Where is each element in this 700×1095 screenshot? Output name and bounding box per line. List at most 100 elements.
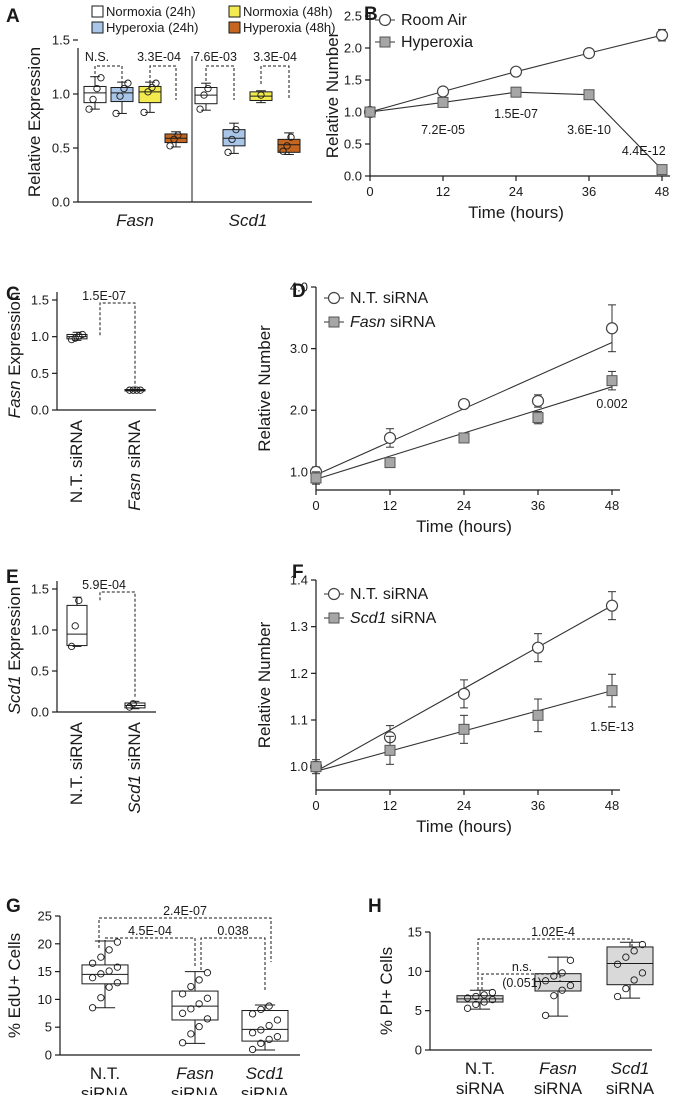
data-point xyxy=(170,135,178,144)
p-value-label: N.S. xyxy=(85,50,109,64)
marker-circle xyxy=(327,587,341,601)
marker-square xyxy=(458,723,470,735)
x-category-label: siRNA xyxy=(456,1079,505,1095)
y-tick-label: 25 xyxy=(38,909,52,924)
data-point xyxy=(78,330,87,339)
data-point xyxy=(105,946,113,954)
y-tick-label: 2.0 xyxy=(290,403,308,418)
legend-label: Normoxia (24h) xyxy=(106,4,196,19)
panel-label: B xyxy=(364,4,378,25)
data-point xyxy=(273,1016,282,1024)
legend-label: Fasn siRNA xyxy=(350,314,436,331)
significance-bracket: 5.9E-04 xyxy=(82,578,136,699)
marker-square xyxy=(510,86,522,98)
data-point xyxy=(287,133,295,141)
marker-square xyxy=(384,744,396,756)
data-point xyxy=(638,969,647,977)
box-fasn-3 xyxy=(164,131,188,150)
box-fasn-2 xyxy=(138,79,162,117)
y-tick-label: 0.5 xyxy=(344,137,362,152)
data-point xyxy=(257,1039,265,1047)
data-point xyxy=(97,970,105,978)
y-tick-label: 1.5 xyxy=(344,73,362,88)
y-tick-label: 0.0 xyxy=(52,195,70,210)
data-point xyxy=(140,108,148,117)
box-iqr xyxy=(606,946,654,986)
data-point xyxy=(88,1004,97,1012)
box-scd1-0 xyxy=(194,82,218,113)
group-label: Fasn xyxy=(116,211,154,230)
marker-square xyxy=(606,685,618,697)
box-scd1-1 xyxy=(222,122,246,156)
x-tick-label: 24 xyxy=(457,498,471,513)
data-point xyxy=(178,1009,187,1017)
x-category-label: N.T. siRNA xyxy=(67,419,86,503)
y-tick-label: 1.2 xyxy=(290,666,308,681)
series-treated xyxy=(310,370,618,485)
legend-label: Normoxia (48h) xyxy=(243,4,333,19)
marker-circle xyxy=(605,322,619,335)
x-tick-label: 48 xyxy=(605,798,619,813)
x-axis-label: Time (hours) xyxy=(416,817,512,836)
y-tick-label: 2.0 xyxy=(344,41,362,56)
marker-circle xyxy=(383,431,397,445)
x-category-label: siRNA xyxy=(241,1084,290,1095)
x-axis-label: Time (hours) xyxy=(416,517,512,536)
y-tick-label: 1.0 xyxy=(31,623,49,638)
data-point xyxy=(273,1033,282,1041)
data-point xyxy=(166,142,174,150)
data-point xyxy=(124,79,132,87)
data-point xyxy=(89,95,97,104)
bracket-line xyxy=(481,973,561,990)
marker-circle xyxy=(605,599,619,612)
panel-c: C 0.0 0.5 1.0 1.5 Fasn Expression N.T. siRNA Fa… xyxy=(5,284,156,511)
data-point xyxy=(228,135,236,144)
box-1 xyxy=(124,700,146,711)
marker-square xyxy=(437,96,449,108)
data-point xyxy=(178,1039,187,1047)
series-treated xyxy=(364,86,668,176)
bracket-line xyxy=(99,591,136,699)
p-value-label: 3.3E-04 xyxy=(137,50,181,64)
box-0 xyxy=(66,596,88,651)
data-point xyxy=(195,1000,203,1008)
legend-label: Hyperoxia (48h) xyxy=(243,20,336,35)
p-value-label: 0.002 xyxy=(596,397,627,411)
data-point xyxy=(203,994,212,1002)
data-point xyxy=(613,992,622,1001)
x-tick-label: 36 xyxy=(582,184,596,199)
data-point xyxy=(265,1021,273,1030)
data-point xyxy=(248,1029,257,1037)
data-point xyxy=(88,974,97,982)
x-tick-label: 24 xyxy=(457,798,471,813)
data-point xyxy=(248,1045,257,1054)
data-point xyxy=(257,1026,265,1034)
y-tick-label: 0 xyxy=(45,1048,52,1063)
panel-label: C xyxy=(6,284,20,305)
box-scd1-2 xyxy=(249,90,273,104)
x-axis-label: Time (hours) xyxy=(468,203,564,222)
box-0 xyxy=(456,988,504,1012)
x-tick-label: 36 xyxy=(531,798,545,813)
panel-label: F xyxy=(292,562,304,583)
bracket-line xyxy=(94,65,123,86)
panel-d: D 1.0 2.0 3.0 4.0 0 12 24 36 48 Relative Number Tim… xyxy=(255,280,628,537)
data-point xyxy=(630,976,638,984)
y-tick-label: 1.5 xyxy=(52,33,70,48)
box-iqr xyxy=(277,138,301,153)
x-tick-label: 24 xyxy=(509,184,523,199)
bracket-line xyxy=(260,65,290,98)
series-treated xyxy=(310,673,618,775)
y-tick-label: 0.5 xyxy=(31,664,49,679)
box-0 xyxy=(66,330,88,344)
p-value-label: 1.5E-07 xyxy=(494,107,538,121)
y-tick-label: 5 xyxy=(415,1003,422,1018)
marker-square xyxy=(458,432,470,444)
y-tick-label: 15 xyxy=(408,925,422,940)
data-point xyxy=(85,105,93,113)
panel-label: G xyxy=(6,896,21,917)
data-point xyxy=(257,91,265,99)
data-point xyxy=(195,976,203,984)
y-axis-label: Relative Number xyxy=(255,325,274,452)
box-iqr xyxy=(534,973,582,992)
